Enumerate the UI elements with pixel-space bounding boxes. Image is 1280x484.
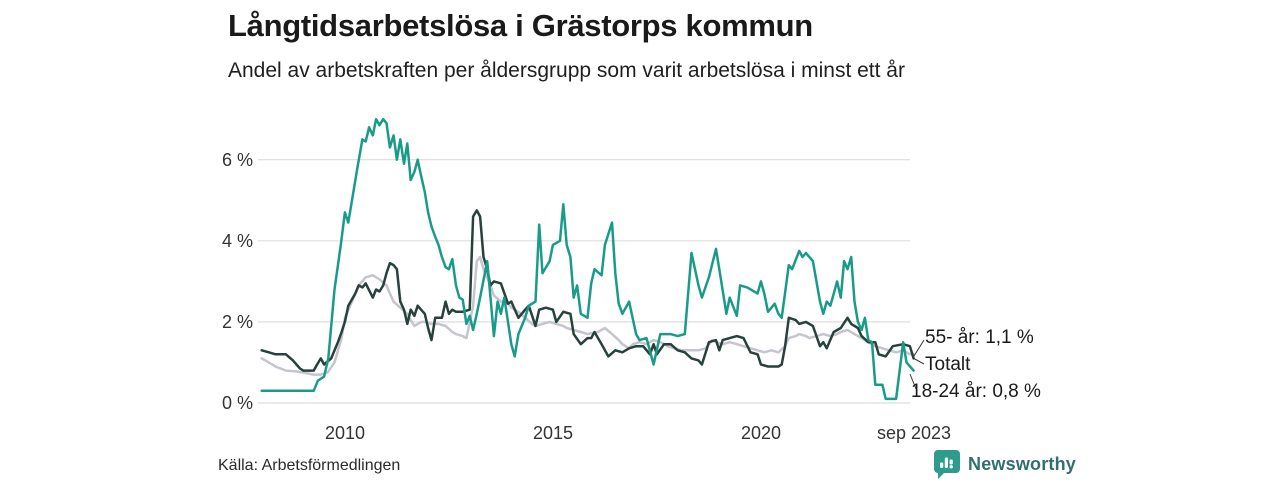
leader-55-plus (913, 339, 925, 357)
line-series-18-24-ar (260, 117, 915, 401)
source-attribution: Källa: Arbetsförmedlingen (218, 457, 401, 474)
x-tick-sep-2023: sep 2023 (876, 423, 952, 443)
end-label-total: Totalt (925, 354, 971, 375)
leader-total (912, 357, 925, 365)
chart-title: Långtidsarbetslösa i Grästorps kommun (228, 8, 813, 43)
line-series-55--ar (260, 209, 915, 372)
brand-name: Newsworthy (968, 453, 1077, 474)
x-tick-2020: 2020 (740, 423, 782, 443)
x-tick-2015: 2015 (532, 423, 574, 443)
brand-lockup: Newsworthy (934, 449, 1076, 479)
y-tick-4pct: 4 % (221, 231, 253, 251)
y-tick-6pct: 6 % (221, 150, 253, 170)
y-tick-2pct: 2 % (221, 312, 253, 332)
end-label-18-24: 18-24 år: 0,8 % (911, 381, 1041, 402)
newsworthy-logo-icon (934, 449, 960, 479)
chart-subtitle: Andel av arbetskraften per åldersgrupp s… (228, 59, 905, 82)
y-tick-0pct: 0 % (221, 393, 253, 413)
leader-18-24 (909, 373, 917, 390)
end-label-55-plus: 55- år: 1,1 % (925, 327, 1034, 348)
line-series-totalt (260, 255, 915, 376)
x-tick-2010: 2010 (324, 423, 366, 443)
